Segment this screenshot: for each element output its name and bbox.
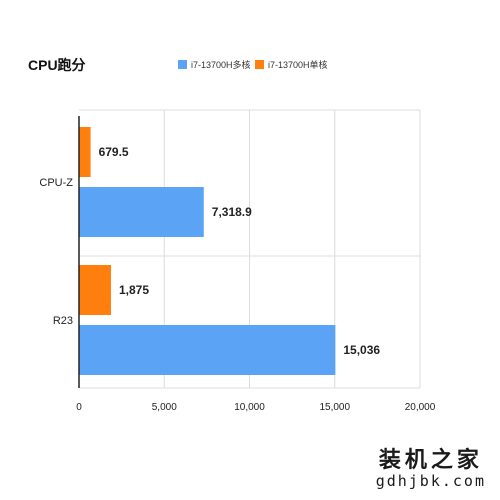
legend: i7-13700H多核 i7-13700H单核 [178, 59, 328, 70]
x-tick-label: 5,000 [152, 402, 177, 413]
data-label: 679.5 [99, 145, 129, 159]
x-tick-label: 10,000 [234, 402, 265, 413]
watermark-text: 装机之家 [378, 447, 483, 473]
bar [79, 325, 336, 375]
category-labels: CPU-Z R23 [39, 177, 73, 327]
bar [79, 127, 91, 177]
watermark: 装机之家 gdhjbk.com [376, 442, 486, 490]
x-axis-ticks: 0 5,000 10,000 15,000 20,000 [76, 402, 436, 413]
gridlines [79, 109, 421, 389]
data-label: 7,318.9 [212, 205, 252, 219]
category-label: CPU-Z [39, 177, 73, 189]
watermark-url: gdhjbk.com [375, 472, 486, 490]
legend-label-single-core: i7-13700H单核 [268, 59, 328, 70]
legend-label-multi-core: i7-13700H多核 [191, 59, 251, 70]
bar [79, 265, 111, 315]
x-tick-label: 0 [76, 402, 82, 413]
legend-swatch-multi-core [178, 60, 187, 69]
category-label: R23 [53, 315, 73, 327]
data-label: 15,036 [343, 343, 380, 357]
bar [79, 187, 204, 237]
chart-title: CPU跑分 [28, 57, 86, 73]
x-tick-label: 20,000 [405, 402, 436, 413]
data-label: 1,875 [119, 283, 149, 297]
x-tick-label: 15,000 [319, 402, 350, 413]
bars [79, 127, 336, 375]
data-labels: 679.5 7,318.9 1,875 15,036 [99, 145, 381, 357]
legend-swatch-single-core [255, 60, 264, 69]
